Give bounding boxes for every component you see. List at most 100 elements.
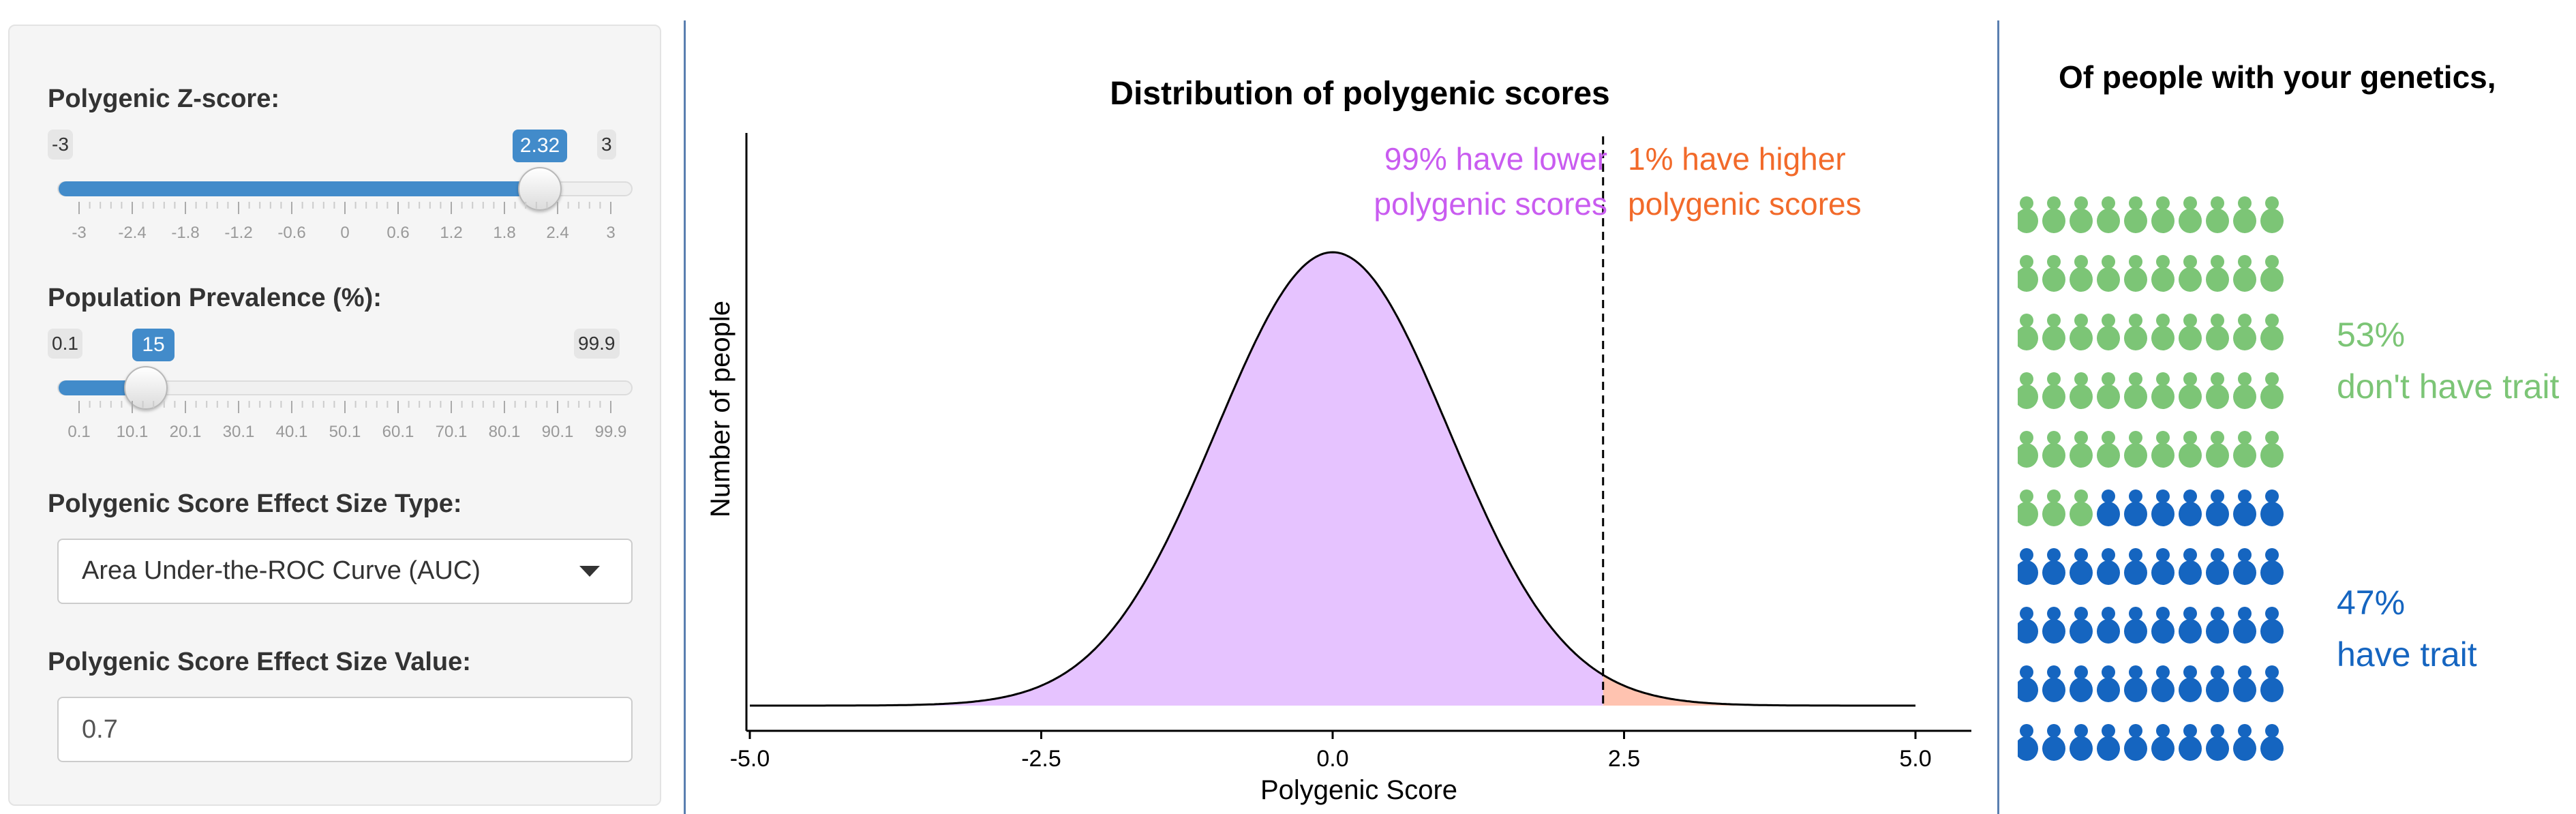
person-icon (2179, 665, 2202, 702)
lower-score-area (750, 252, 1603, 706)
person-icon (2206, 372, 2229, 409)
prevalence-slider-handle[interactable] (124, 366, 168, 410)
person-icon (2018, 665, 2038, 702)
person-icon (2097, 372, 2120, 409)
person-icon (2179, 314, 2202, 350)
person-icon (2260, 255, 2284, 292)
person-icon (2260, 314, 2284, 350)
prevalence-ticks (78, 401, 611, 413)
person-icon (2070, 548, 2093, 585)
prevalence-label: Population Prevalence (%): (48, 284, 382, 312)
person-icon (2018, 489, 2038, 526)
person-icon (2260, 607, 2284, 644)
person-icon (2070, 255, 2093, 292)
effect-value-input[interactable] (57, 697, 633, 762)
slider-tick-label: 10.1 (116, 423, 149, 441)
person-icon (2070, 372, 2093, 409)
slider-tick-label: 30.1 (222, 423, 255, 441)
person-icon (2206, 607, 2229, 644)
slider-tick-label: -1.2 (224, 224, 253, 242)
person-icon (2233, 548, 2256, 585)
lower-annotation-line2: polygenic scores (1374, 186, 1607, 222)
prevalence-value-bubble: 15 (132, 329, 175, 361)
x-tick-label: -5.0 (730, 746, 770, 772)
person-icon (2042, 431, 2065, 468)
zscore-slider-track[interactable] (57, 181, 633, 196)
person-icon (2070, 431, 2093, 468)
person-icon (2097, 196, 2120, 233)
person-icon (2179, 196, 2202, 233)
person-icon (2124, 431, 2147, 468)
person-icon (2151, 607, 2175, 644)
no-trait-summary: 53% don't have trait (2337, 309, 2559, 412)
zscore-slider-fill (59, 181, 554, 196)
person-icon (2018, 607, 2038, 644)
person-icon (2124, 665, 2147, 702)
lower-annotation-line1: 99% have lower (1384, 141, 1607, 177)
effect-type-select[interactable]: Area Under-the-ROC Curve (AUC) (57, 539, 633, 604)
input-sidebar: Polygenic Z-score: -3 3 2.32 -3 -2.4 -1.8 -… (8, 25, 661, 806)
person-icon (2097, 548, 2120, 585)
slider-tick-label: 80.1 (488, 423, 521, 441)
higher-annotation: 1% have higher polygenic scores (1628, 136, 1862, 226)
person-icon (2206, 665, 2229, 702)
trait-label: have trait (2337, 635, 2477, 674)
x-axis-label: Polygenic Score (1260, 775, 1457, 805)
person-icon (2260, 196, 2284, 233)
person-icon (2070, 607, 2093, 644)
person-icon (2179, 255, 2202, 292)
person-icon (2042, 665, 2065, 702)
chart-title: Distribution of polygenic scores (1110, 76, 1610, 112)
slider-tick-label: 3 (606, 224, 616, 242)
person-icon (2018, 431, 2038, 468)
prevalence-min: 0.1 (48, 329, 82, 359)
person-icon (2097, 724, 2120, 761)
person-icon (2260, 431, 2284, 468)
person-icon (2018, 196, 2038, 233)
person-icon (2233, 372, 2256, 409)
slider-tick-label: 60.1 (382, 423, 414, 441)
person-icon (2179, 431, 2202, 468)
person-icon (2233, 607, 2256, 644)
density-curve (750, 251, 1915, 707)
person-icon (2260, 724, 2284, 761)
chevron-down-icon (579, 566, 600, 577)
slider-tick-label: 0 (340, 224, 350, 242)
no-trait-label: don't have trait (2337, 367, 2560, 406)
trait-summary: 47% have trait (2337, 577, 2477, 680)
higher-annotation-line1: 1% have higher (1628, 141, 1846, 177)
person-icon (2124, 548, 2147, 585)
person-icon (2124, 607, 2147, 644)
zscore-min: -3 (48, 130, 73, 160)
person-icon (2151, 314, 2175, 350)
person-icon (2070, 724, 2093, 761)
no-trait-pct: 53% (2337, 316, 2406, 354)
person-icon (2206, 431, 2229, 468)
person-icon (2097, 255, 2120, 292)
person-icon (2151, 724, 2175, 761)
x-tick-label: 0.0 (1316, 746, 1348, 772)
person-icon (2070, 196, 2093, 233)
icon-array (2018, 196, 2284, 761)
person-icon (2018, 548, 2038, 585)
slider-tick-label: 40.1 (275, 423, 308, 441)
person-icon (2097, 489, 2120, 526)
person-icon (2151, 489, 2175, 526)
person-icon (2206, 314, 2229, 350)
person-icon (2206, 724, 2229, 761)
person-icon (2097, 607, 2120, 644)
higher-score-area (1603, 674, 1915, 706)
person-icon (2233, 665, 2256, 702)
trait-pct: 47% (2337, 584, 2406, 622)
icon-array-title: Of people with your genetics, (2059, 59, 2496, 95)
person-icon (2179, 372, 2202, 409)
slider-tick-label: 90.1 (541, 423, 574, 441)
prevalence-max: 99.9 (574, 329, 620, 359)
person-icon (2206, 196, 2229, 233)
person-icon (2151, 431, 2175, 468)
person-icon (2018, 314, 2038, 350)
person-icon (2179, 607, 2202, 644)
person-icon (2097, 665, 2120, 702)
y-axis-label: Number of people (706, 301, 736, 517)
slider-tick-label: 0.6 (387, 224, 410, 242)
